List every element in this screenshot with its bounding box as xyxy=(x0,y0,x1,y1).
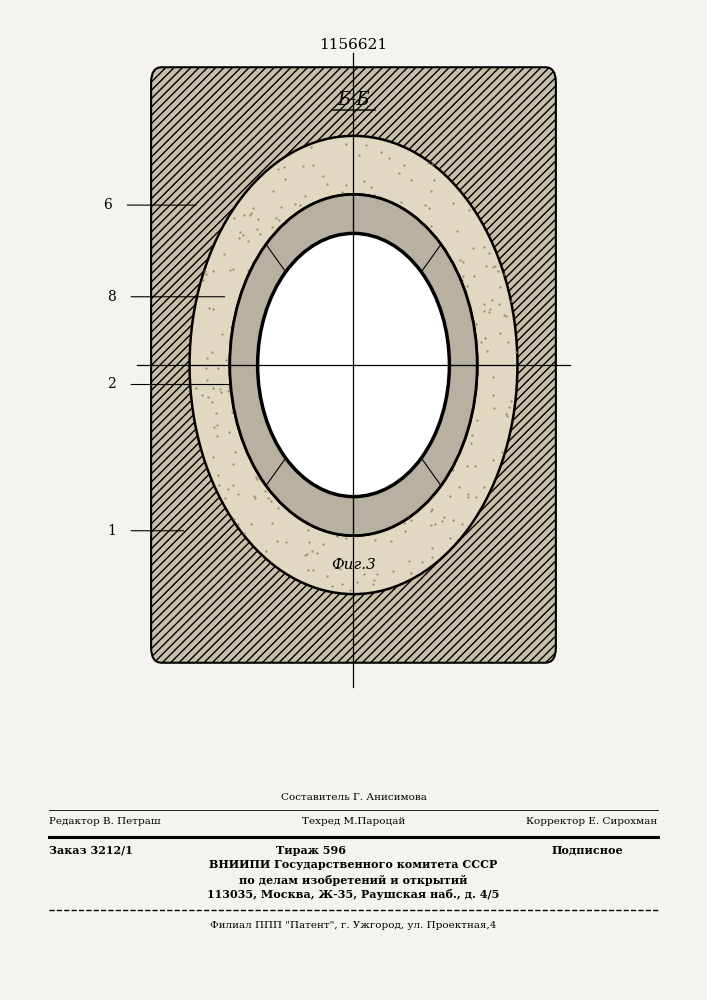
Text: Тираж 596: Тираж 596 xyxy=(276,844,346,856)
Text: Редактор В. Петраш: Редактор В. Петраш xyxy=(49,818,161,826)
Text: Корректор Е. Сирохман: Корректор Е. Сирохман xyxy=(526,818,658,826)
Ellipse shape xyxy=(230,194,477,536)
Text: 6: 6 xyxy=(103,198,112,212)
Text: Филиал ППП "Патент", г. Ужгород, ул. Проектная,4: Филиал ППП "Патент", г. Ужгород, ул. Про… xyxy=(210,920,497,930)
Text: Техред М.Пароцай: Техред М.Пароцай xyxy=(302,818,405,826)
Text: по делам изобретений и открытий: по делам изобретений и открытий xyxy=(239,874,468,886)
Text: 1: 1 xyxy=(107,524,116,538)
Ellipse shape xyxy=(189,136,518,594)
Text: Б-Б: Б-Б xyxy=(337,91,370,109)
Ellipse shape xyxy=(230,194,477,536)
Text: Подписное: Подписное xyxy=(551,844,623,856)
Text: Фиг.3: Фиг.3 xyxy=(331,558,376,572)
Text: ВНИИПИ Государственного комитета СССР: ВНИИПИ Государственного комитета СССР xyxy=(209,859,498,870)
Text: Заказ 3212/1: Заказ 3212/1 xyxy=(49,844,134,856)
Ellipse shape xyxy=(257,233,450,497)
Text: Составитель Г. Анисимова: Составитель Г. Анисимова xyxy=(281,794,426,802)
Text: 2: 2 xyxy=(107,377,116,391)
Text: 1156621: 1156621 xyxy=(320,38,387,52)
Text: 8: 8 xyxy=(107,290,116,304)
FancyBboxPatch shape xyxy=(151,67,556,663)
Text: 113035, Москва, Ж-35, Раушская наб., д. 4/5: 113035, Москва, Ж-35, Раушская наб., д. … xyxy=(207,890,500,900)
